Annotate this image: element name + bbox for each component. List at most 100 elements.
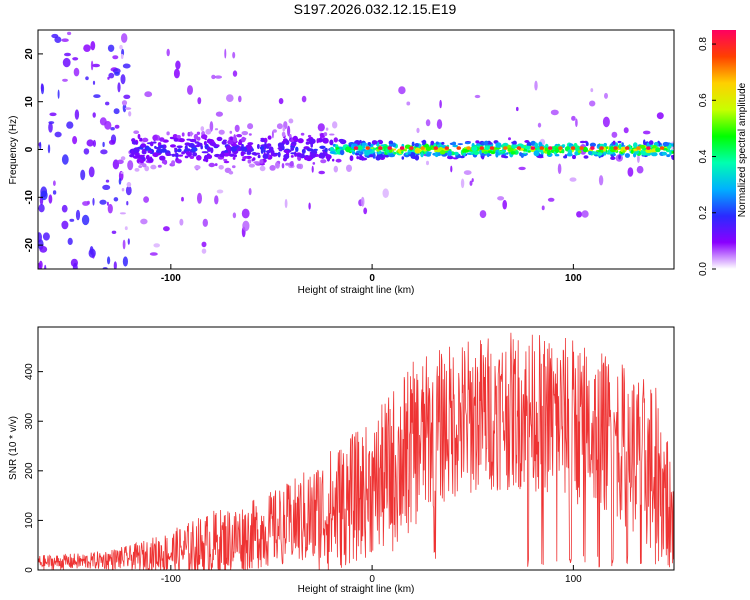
spectrogram-noise-blob (611, 131, 618, 138)
spectrogram-noise-blob (53, 180, 56, 186)
spectrogram-band-blob (296, 163, 302, 169)
spectrogram-band-blob (622, 150, 626, 154)
spectrogram-band-blob (185, 148, 191, 152)
spectrogram-noise-blob (284, 198, 288, 209)
spectrogram-noise-blob (179, 218, 184, 226)
x-tick-label: 0 (369, 273, 375, 284)
spectrogram-band-blob (572, 154, 576, 160)
spectrogram-noise-blob (287, 125, 291, 137)
spectrogram-band-blob (574, 151, 579, 156)
spectrogram-noise-blob (118, 177, 122, 185)
spectrogram-band-blob (329, 146, 335, 152)
spectrogram-band-blob (612, 140, 616, 145)
spectrogram-noise-blob (508, 137, 511, 141)
spectrogram-noise-blob (332, 121, 338, 129)
spectrogram-band-blob (534, 142, 539, 149)
spectrogram-band-blob (380, 154, 384, 158)
spectrogram-band-blob (120, 171, 124, 174)
spectrogram-peak-blob (479, 146, 484, 150)
spectrogram-peak-blob (659, 146, 665, 150)
spectrogram-band-blob (290, 155, 294, 158)
spectrogram-band-blob (169, 136, 175, 140)
spectrogram-peak-blob (570, 146, 576, 150)
spectrogram-band-blob (282, 127, 286, 132)
spectrogram-band-blob (291, 141, 297, 145)
spectrogram-noise-blob (122, 63, 131, 69)
spectrogram-band-blob (147, 157, 154, 163)
spectrogram-band-blob (299, 153, 304, 158)
spectrogram-noise-blob (113, 261, 117, 269)
spectrogram-band-blob (138, 154, 146, 157)
spectrogram-peak-blob (365, 146, 370, 150)
spectrogram-band-blob (203, 141, 207, 146)
spectrogram-band-blob (196, 131, 201, 135)
spectrogram-band-blob (329, 133, 335, 136)
spectrogram-band-blob (471, 146, 478, 152)
spectrogram-band-blob (246, 151, 252, 155)
spectrogram-band-blob (352, 143, 358, 147)
spectrogram-band-blob (332, 158, 335, 162)
spectrogram-band-blob (242, 156, 249, 159)
spectrogram-band-blob (579, 140, 586, 144)
spectrogram-noise-blob (416, 127, 420, 134)
spectrogram-band-blob (134, 168, 140, 172)
chart-title: S197.2026.032.12.15.E19 (293, 1, 457, 17)
spectrogram-band-blob (643, 139, 646, 146)
spectrogram-band-blob (137, 134, 141, 139)
spectrogram-band-blob (371, 140, 378, 145)
spectrogram-band-blob (409, 152, 416, 158)
spectrogram-band-blob (375, 155, 381, 161)
spectrogram-noise-blob (537, 122, 542, 128)
spectrogram-noise-blob (173, 68, 180, 79)
spectrogram-band-blob (259, 145, 265, 151)
spectrogram-noise-blob (122, 256, 128, 267)
spectrogram-noise-blob (102, 141, 105, 148)
spectrogram-band-blob (172, 134, 178, 138)
x-tick-label: -100 (161, 273, 181, 284)
spectrogram-band-blob (267, 135, 272, 140)
spectrogram-band-blob (181, 151, 186, 155)
spectrogram-noise-blob (569, 177, 577, 182)
spectrogram-band-blob (181, 132, 185, 137)
snr-panel: -100 0 100 0 100 200 300 400 Height of straigh… (8, 326, 675, 595)
spectrogram-noise-blob (92, 197, 95, 206)
spectrogram-noise-blob (623, 127, 629, 134)
spectrogram-band-blob (205, 128, 212, 135)
spectrogram-noise-blob (113, 108, 120, 115)
spectrogram-noise-blob (234, 124, 240, 133)
spectrogram-noise-blob (197, 97, 202, 105)
spectrogram-band-blob (669, 150, 672, 156)
spectrogram-noise-blob (64, 52, 71, 57)
spectrogram-noise-blob (550, 109, 559, 116)
spectrogram-noise-blob (117, 82, 121, 93)
spectrogram-band-blob (289, 161, 294, 167)
spectrogram-noise-blob (61, 204, 68, 213)
spectrogram-band-blob (233, 134, 236, 141)
spectrogram-band-blob (241, 151, 246, 155)
colorbar: 0.0 0.2 0.4 0.6 0.8 Normalized spectral ampl… (698, 30, 748, 276)
spectrogram-band-blob (140, 143, 147, 148)
spectrogram-band-blob (230, 146, 237, 152)
spectrogram-band-blob (487, 150, 493, 154)
snr-y-ticks: 0 100 200 300 400 (24, 363, 43, 573)
spectrogram-noise-blob (75, 209, 81, 221)
spectrogram-noise-blob (301, 95, 307, 103)
spectrogram-band-blob (189, 131, 193, 137)
spectrogram-band-blob (200, 126, 205, 132)
spectrogram-band-blob (407, 152, 411, 155)
spectrogram-band-blob (325, 154, 332, 160)
spectrogram-band-blob (189, 138, 197, 143)
spectrogram-noise-blob (49, 112, 57, 117)
spectrogram-band-blob (439, 150, 446, 155)
spectrogram-band-blob (618, 154, 621, 160)
spectrogram-band-blob (152, 141, 157, 144)
spectrogram-noise-blob (61, 220, 69, 230)
spectrogram-band-blob (248, 163, 255, 168)
spectrogram-noise-blob (52, 190, 57, 195)
spectrogram-band-blob (215, 144, 220, 148)
spectrogram-noise-blob (40, 83, 44, 92)
spectrogram-noise-blob (54, 36, 62, 43)
spectrogram-noise-blob (117, 159, 124, 165)
spectrogram-band-blob (149, 141, 154, 147)
spectrogram-band-blob (388, 153, 396, 158)
